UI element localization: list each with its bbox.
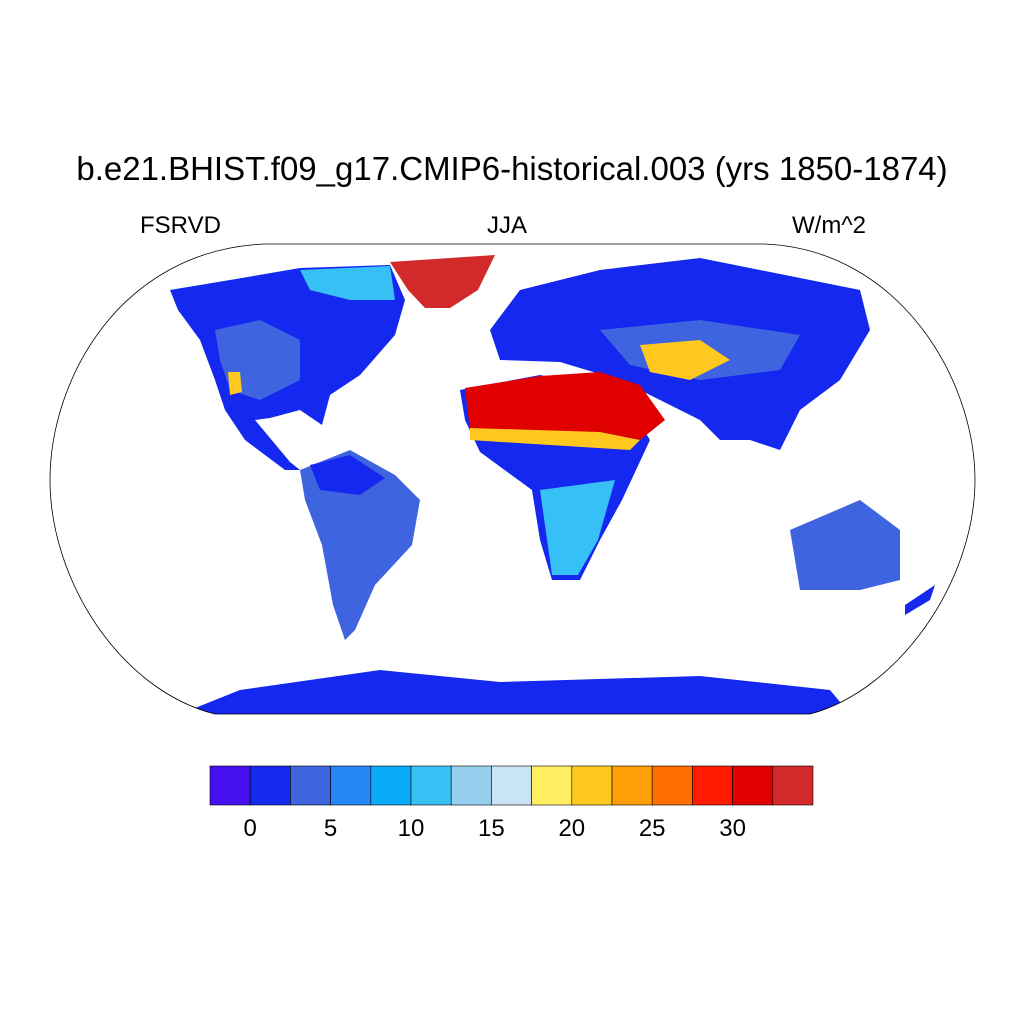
sahel [470, 428, 640, 450]
colorbar-box [772, 765, 814, 806]
south-america [300, 450, 420, 640]
colorbar-box [491, 765, 532, 806]
colorbar-tick-label: 0 [243, 815, 257, 842]
colorbar-tick-label: 5 [323, 815, 338, 842]
colorbar-box [370, 765, 412, 806]
arctic-canada [300, 266, 395, 300]
tibet-hot [640, 340, 730, 380]
colorbar-box [330, 765, 372, 806]
map-border [49, 243, 976, 715]
plot-title: b.e21.BHIST.f09_g17.CMIP6-historical.003… [76, 150, 948, 187]
colorbar-tick-label: 10 [397, 815, 425, 842]
colorbar-box [651, 765, 693, 806]
colorbar-tick-label: 20 [558, 815, 586, 842]
colorbar-box [410, 765, 452, 806]
greenland [390, 255, 495, 308]
colorbar-box [732, 765, 774, 806]
colorbar-box [692, 765, 733, 806]
colorbar-box [450, 765, 492, 806]
australia [790, 500, 900, 590]
season-label: JJA [487, 212, 528, 239]
colorbar-box [611, 765, 653, 806]
sahara-arabia [465, 372, 665, 440]
colorbar-box [290, 765, 331, 806]
units-label: W/m^2 [792, 212, 866, 239]
colorbar [209, 765, 814, 806]
colorbar-tick-label: 30 [719, 815, 746, 842]
colorbar-box [249, 765, 291, 806]
southern-africa [540, 480, 615, 575]
new-zealand [905, 585, 935, 615]
colorbar-box [209, 765, 251, 806]
colorbar-tick-label: 15 [478, 815, 505, 842]
colorbar-box [531, 765, 573, 806]
amazon [310, 455, 385, 495]
antarctica [180, 670, 850, 714]
colorbar-tick-label: 25 [638, 815, 666, 842]
colorbar-box [571, 765, 613, 806]
us-southwest-hot [228, 372, 242, 395]
variable-label: FSRVD [140, 212, 221, 239]
